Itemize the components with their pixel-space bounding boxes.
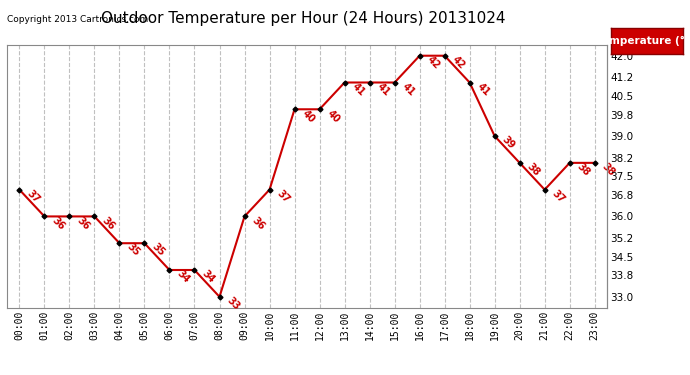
Text: 37: 37 [25,188,41,205]
Text: 38: 38 [600,162,617,178]
Text: 41: 41 [350,81,367,98]
Text: Outdoor Temperature per Hour (24 Hours) 20131024: Outdoor Temperature per Hour (24 Hours) … [101,11,506,26]
Text: 36: 36 [50,215,67,232]
Text: 41: 41 [375,81,392,98]
Text: 34: 34 [175,268,192,285]
Text: 41: 41 [400,81,417,98]
Text: 35: 35 [125,242,141,258]
Text: 38: 38 [525,162,542,178]
Text: 37: 37 [275,188,292,205]
Text: 36: 36 [250,215,267,232]
Text: Temperature (°F): Temperature (°F) [596,36,690,46]
Text: 39: 39 [500,135,517,151]
Text: 42: 42 [425,54,442,71]
Text: 34: 34 [200,268,217,285]
Text: 42: 42 [450,54,467,71]
Text: 40: 40 [325,108,342,124]
Text: 40: 40 [300,108,317,124]
Text: 36: 36 [100,215,117,232]
Text: Copyright 2013 Cartronics.com: Copyright 2013 Cartronics.com [7,15,148,24]
Text: 38: 38 [575,162,592,178]
Text: 37: 37 [550,188,567,205]
Text: 41: 41 [475,81,492,98]
Text: 35: 35 [150,242,167,258]
Text: 36: 36 [75,215,92,232]
Text: 33: 33 [225,296,241,312]
